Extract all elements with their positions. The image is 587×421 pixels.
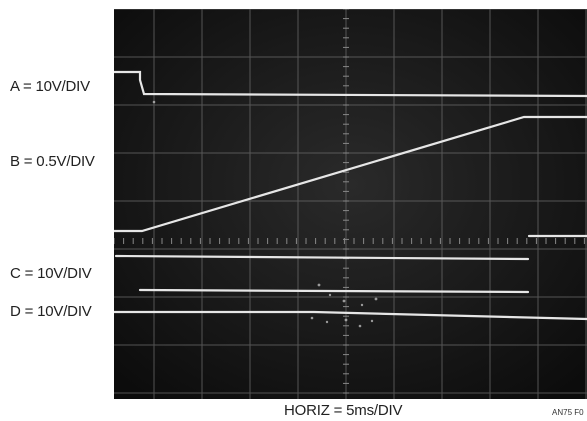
center-axis-ticks <box>114 9 585 394</box>
grid-lines <box>114 9 587 399</box>
noise-dots <box>152 100 378 328</box>
trace-c-lower <box>138 288 530 294</box>
scope-graticule <box>114 9 587 399</box>
trace-b <box>114 115 587 233</box>
trace-c <box>114 254 530 261</box>
channel-b-label: B = 0.5V/DIV <box>10 153 95 170</box>
screen-background <box>114 9 587 399</box>
channel-d-label: D = 10V/DIV <box>10 303 92 320</box>
horizontal-scale-label: HORIZ = 5ms/DIV <box>284 402 403 419</box>
trace-a <box>114 70 587 98</box>
trace-d <box>114 310 587 321</box>
traces <box>114 70 587 321</box>
channel-a-label: A = 10V/DIV <box>10 78 90 95</box>
figure-id: AN75 F0 <box>552 408 584 417</box>
oscilloscope-screen <box>114 9 587 399</box>
channel-c-label: C = 10V/DIV <box>10 265 92 282</box>
